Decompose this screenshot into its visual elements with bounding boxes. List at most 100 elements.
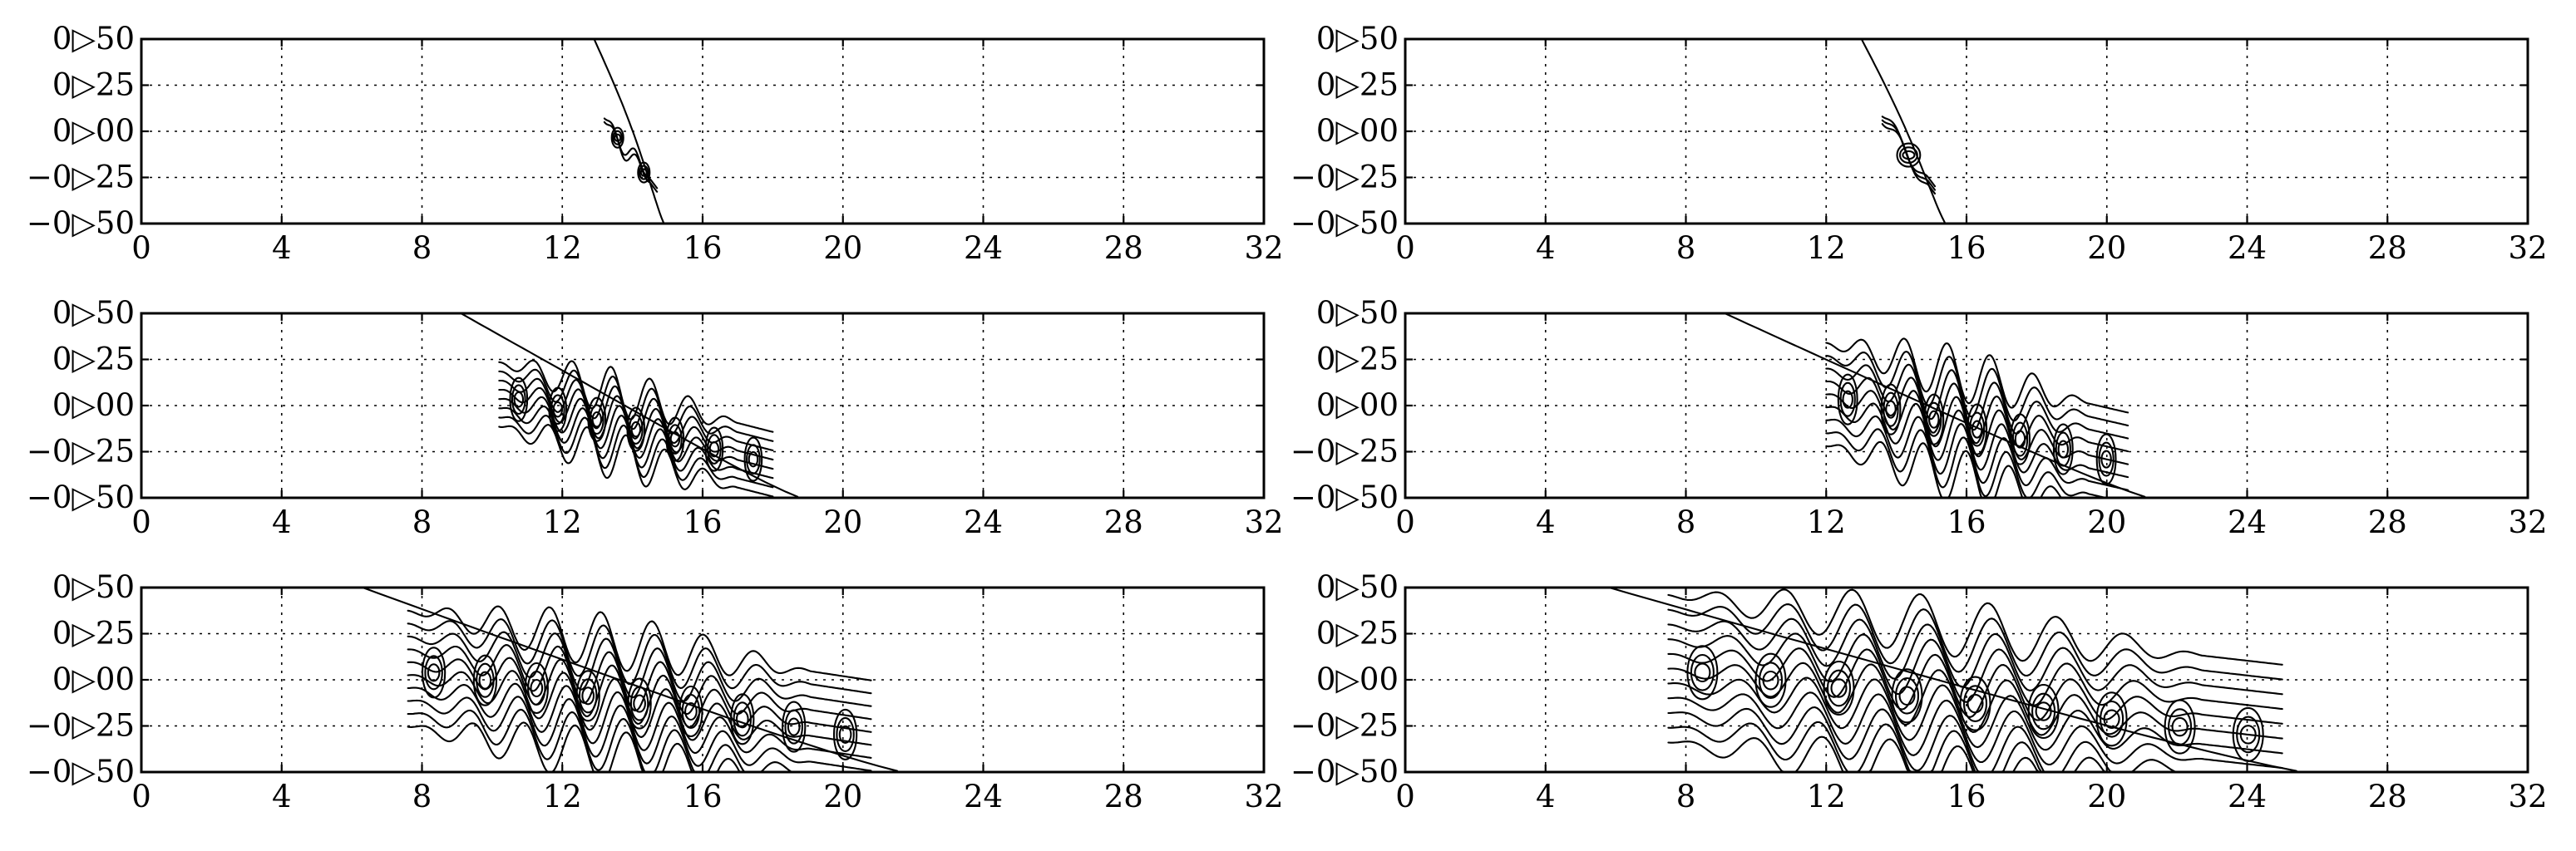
x-tick-label: 4 xyxy=(1536,230,1556,266)
vortex-loop xyxy=(1880,383,1902,435)
vortex-loop xyxy=(548,386,568,432)
y-tick-label: −0▷50 xyxy=(27,754,135,790)
x-tick-label: 32 xyxy=(2508,230,2547,266)
vortex-loop xyxy=(2095,691,2128,747)
panel-row3-right: 0 4 8 12 16 20 24 28 32 0▷50 0▷25 0▷00 −0▷25 −0▷50 xyxy=(1290,569,2548,814)
x-tick-label: 16 xyxy=(683,230,722,266)
wake-contour xyxy=(1667,662,2283,740)
y-tick-label: 0▷50 xyxy=(1316,569,1399,605)
x-tick-label: 8 xyxy=(412,504,432,540)
vortex-loop xyxy=(1690,653,1715,691)
wake-contour xyxy=(1667,721,2283,772)
y-tick-label: 0▷50 xyxy=(52,295,135,331)
y-tick-label: −0▷25 xyxy=(1290,708,1399,744)
vortex-loop xyxy=(684,701,698,721)
x-tick-label: 32 xyxy=(1244,230,1283,266)
vortex-loop xyxy=(1898,686,1916,706)
wake-contour xyxy=(498,359,774,433)
y-tick-label: −0▷25 xyxy=(1290,160,1399,195)
front-curve xyxy=(459,313,799,498)
x-tick-label: 12 xyxy=(1807,779,1846,814)
vortex-loop xyxy=(838,725,852,744)
x-tick-label: 0 xyxy=(131,779,151,814)
vortex-loop xyxy=(1842,390,1853,409)
x-tick-label: 12 xyxy=(543,504,582,540)
wake-contour xyxy=(1667,735,2283,772)
wake-contour xyxy=(1825,402,2129,479)
vortex-loop xyxy=(639,168,648,177)
axes-frame xyxy=(1404,586,2529,774)
vortex-loop xyxy=(513,391,525,408)
vortex-loop xyxy=(1969,411,1986,447)
vortex-loop xyxy=(591,411,603,428)
x-tick-label: 4 xyxy=(272,230,292,266)
vortex-loop xyxy=(552,401,564,418)
x-tick-label: 12 xyxy=(543,779,582,814)
x-tick-label: 24 xyxy=(964,230,1003,266)
x-tick-label: 12 xyxy=(1807,230,1846,266)
axes-frame xyxy=(1404,37,2529,225)
contour-group xyxy=(1606,588,2297,772)
vortex-loop xyxy=(704,426,724,472)
vortex-loop xyxy=(472,654,498,706)
vortex-loop xyxy=(743,436,763,482)
vortex-loop xyxy=(1894,676,1920,715)
vortex-loop xyxy=(1898,146,1918,164)
y-tick-label: 0▷25 xyxy=(1316,616,1399,652)
vortex-loop xyxy=(2164,699,2196,755)
x-tick-label: 28 xyxy=(2368,779,2407,814)
vortex-loop xyxy=(2010,413,2031,465)
vortex-loop xyxy=(2103,709,2120,730)
vortex-loop xyxy=(1891,668,1923,724)
x-tick-label: 20 xyxy=(2087,230,2126,266)
vortex-loop xyxy=(1967,693,1984,714)
wake-contour xyxy=(1667,706,2283,772)
vortex-loop xyxy=(735,710,749,729)
vortex-loop xyxy=(511,384,526,416)
x-tick-label: 16 xyxy=(683,504,722,540)
vortex-loop xyxy=(578,678,598,714)
x-tick-label: 8 xyxy=(412,230,432,266)
wake-contour xyxy=(407,682,872,759)
contour-group xyxy=(593,39,664,224)
vortex-loop xyxy=(626,406,646,452)
vortex-loop xyxy=(2236,716,2261,754)
vortex-loop xyxy=(1967,403,1988,455)
x-tick-label: 28 xyxy=(2368,504,2407,540)
front-curve xyxy=(1860,39,1946,224)
vortex-loop xyxy=(1823,660,1855,716)
wake-contour xyxy=(407,605,872,681)
vortex-loop xyxy=(630,421,642,438)
wake-contour xyxy=(407,618,872,695)
panel-row1-left: 0 4 8 12 16 20 24 28 32 0▷50 0▷25 0▷00 −0▷25 −0▷50 xyxy=(27,21,1284,266)
vortex-loop xyxy=(2098,441,2115,477)
x-tick-label: 16 xyxy=(683,779,722,814)
y-tick-label: 0▷50 xyxy=(1316,295,1399,331)
vortex-loop xyxy=(2027,683,2060,740)
vortex-loop xyxy=(668,424,683,455)
vortex-loop xyxy=(2031,692,2056,730)
vortex-loop xyxy=(2057,440,2070,459)
vortex-loop xyxy=(1928,410,1940,429)
x-tick-label: 24 xyxy=(964,779,1003,814)
wake-contour xyxy=(1825,337,2129,414)
vortex-loop xyxy=(746,444,761,475)
axes-frame xyxy=(1404,312,2529,499)
vortex-loop xyxy=(1962,685,1988,722)
x-tick-label: 32 xyxy=(2508,779,2547,814)
vortex-loop xyxy=(427,663,441,682)
wake-contour xyxy=(498,368,774,442)
contour-group xyxy=(1722,313,2146,498)
x-tick-label: 0 xyxy=(131,230,151,266)
vortex-loop xyxy=(1959,676,1991,731)
contour-group xyxy=(459,313,799,498)
y-tick-label: −0▷50 xyxy=(27,480,135,515)
y-tick-label: 0▷00 xyxy=(52,113,135,149)
vortex-loop xyxy=(784,709,803,745)
vortex-loop xyxy=(2035,701,2052,721)
vortex-loop xyxy=(421,647,447,699)
x-tick-label: 8 xyxy=(412,779,432,814)
wake-contour xyxy=(498,405,774,480)
front-curve xyxy=(593,39,664,224)
